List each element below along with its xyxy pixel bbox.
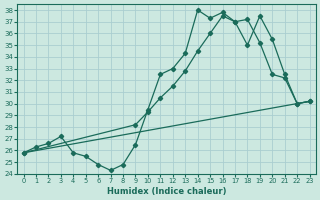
X-axis label: Humidex (Indice chaleur): Humidex (Indice chaleur) [107,187,226,196]
